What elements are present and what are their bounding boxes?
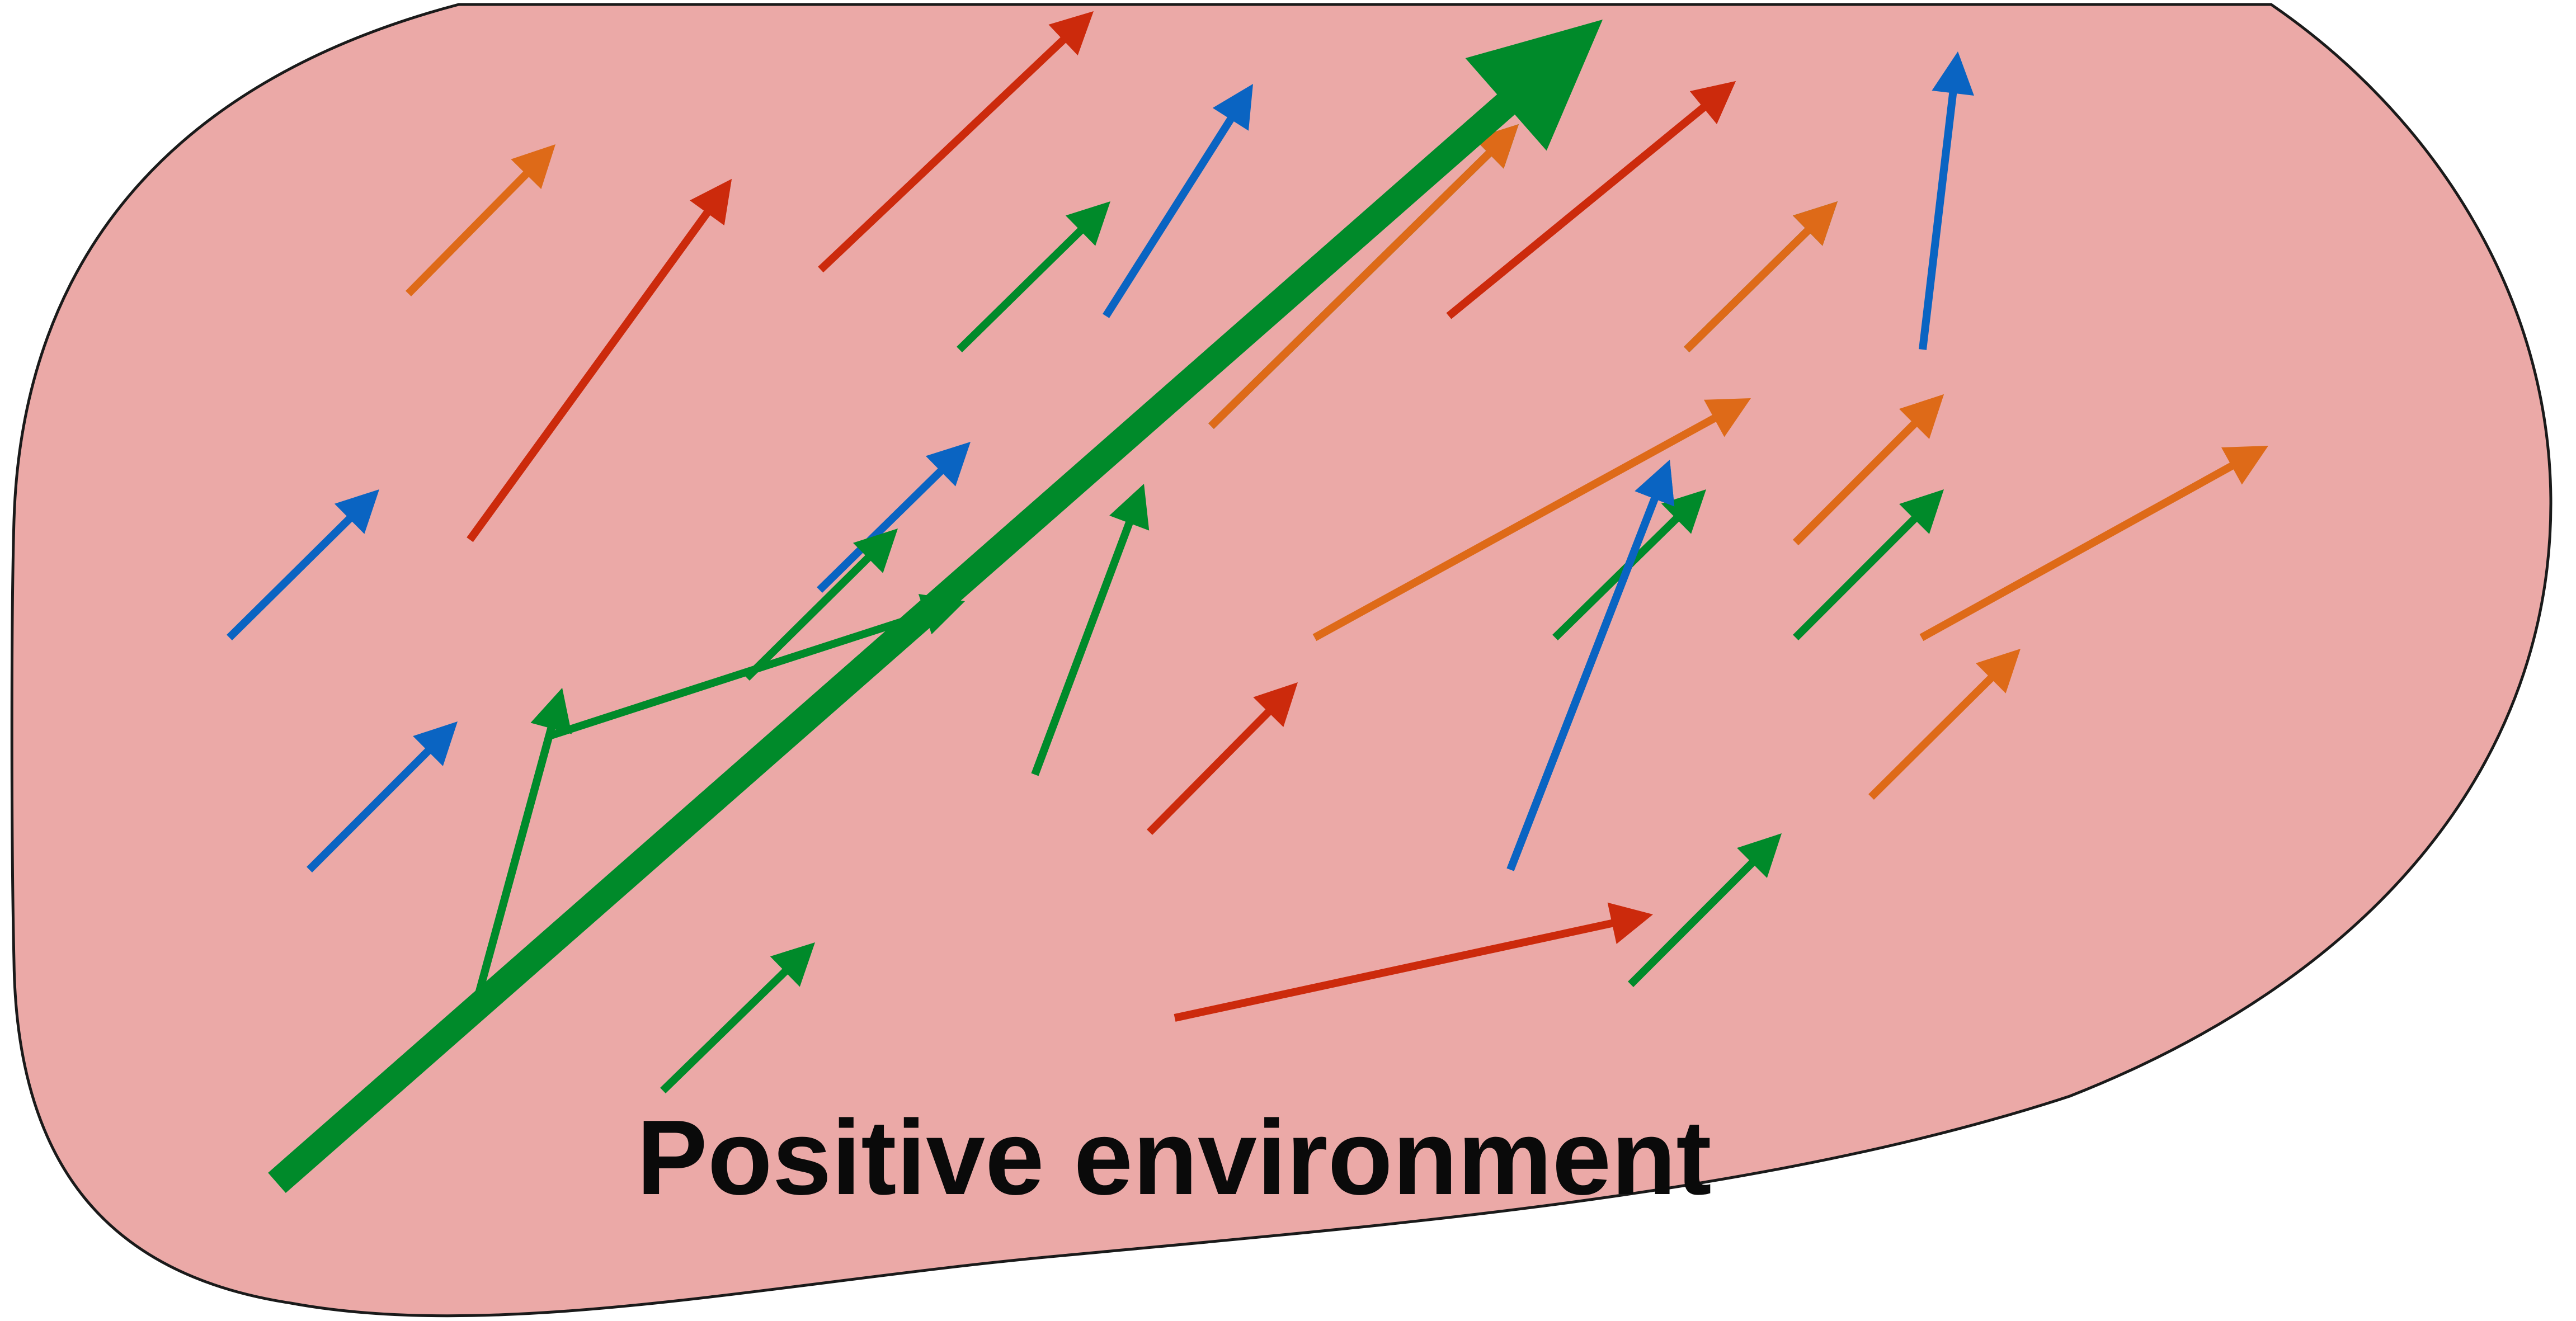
arrow-head	[2221, 446, 2268, 485]
arrow-shaft	[1919, 461, 2237, 641]
arrow-shaft	[744, 553, 873, 681]
arrow-head	[1212, 84, 1253, 131]
arrow	[307, 721, 458, 872]
arrow-shaft	[1031, 518, 1134, 776]
arrow-shaft	[660, 966, 790, 1094]
arrow	[1919, 446, 2268, 641]
arrow-head	[1465, 20, 1603, 151]
arrow-shaft	[1684, 225, 1813, 352]
arrow-shaft	[406, 169, 531, 296]
arrow	[1919, 51, 1974, 350]
arrow-shaft	[818, 35, 1068, 273]
arrow	[817, 442, 971, 593]
arrow	[957, 201, 1110, 352]
arrow-head	[690, 179, 732, 226]
arrow-shaft	[1552, 513, 1682, 640]
arrow-head	[1975, 649, 2021, 693]
arrow-head	[1109, 484, 1150, 531]
arrow-head	[1899, 394, 1944, 439]
arrow-shaft	[1103, 114, 1236, 318]
arrow	[268, 20, 1603, 1193]
arrow-head	[925, 442, 971, 487]
arrow-head	[1737, 833, 1782, 878]
arrow-head	[853, 529, 898, 573]
arrow	[227, 489, 379, 640]
arrow	[406, 144, 555, 296]
arrow	[1868, 649, 2021, 800]
arrow	[1031, 484, 1150, 776]
environment-region	[10, 3, 2553, 1318]
arrow	[1684, 201, 1838, 352]
arrow	[1312, 398, 1751, 641]
arrow-shaft	[817, 466, 946, 593]
arrow-head	[1703, 398, 1751, 437]
arrow	[744, 529, 898, 681]
arrow	[1446, 81, 1736, 319]
arrow	[1103, 84, 1253, 318]
arrow-head	[1689, 81, 1736, 124]
arrow-head	[1899, 489, 1944, 534]
arrow-field	[227, 11, 2268, 1193]
arrow-shaft	[307, 746, 434, 872]
arrow	[467, 179, 732, 542]
arrow	[1628, 833, 1782, 987]
arrow-head	[1048, 11, 1094, 56]
arrow	[818, 11, 1094, 273]
arrow-shaft	[1147, 707, 1274, 835]
arrow-head	[334, 489, 379, 534]
arrow-head	[530, 688, 572, 734]
arrow-shaft	[957, 225, 1086, 352]
caption-label: Positive environment	[637, 1098, 1712, 1217]
arrow-head	[413, 721, 458, 766]
arrow-shaft	[549, 609, 930, 739]
arrow	[1793, 394, 1944, 545]
arrow-shaft	[1628, 857, 1758, 987]
arrow	[1174, 902, 1653, 1022]
arrow-shaft	[227, 513, 355, 640]
arrow-shaft	[1446, 102, 1709, 319]
arrow-shaft	[467, 207, 713, 542]
arrow-shaft	[268, 92, 1518, 1193]
arrow-shaft	[1919, 89, 1957, 350]
arrow-shaft	[1208, 148, 1494, 429]
arrow-head	[1253, 682, 1298, 728]
arrow	[474, 688, 572, 997]
arrow-head	[1065, 201, 1110, 246]
arrow-shaft	[1868, 673, 1996, 800]
arrow-shaft	[1793, 418, 1920, 545]
arrow-shaft	[1793, 513, 1920, 640]
arrow-head	[770, 942, 815, 987]
arrow-shaft	[474, 724, 556, 997]
arrow	[660, 942, 815, 1094]
arrow-shaft	[1506, 494, 1660, 871]
arrow-head	[1607, 902, 1653, 945]
arrow	[1147, 682, 1298, 835]
arrow-shaft	[1312, 413, 1719, 641]
arrow-head	[1792, 201, 1838, 246]
arrow-head	[1932, 51, 1974, 96]
arrow-head	[511, 144, 555, 190]
arrow-shaft	[1174, 918, 1617, 1022]
arrow-head	[1635, 460, 1675, 507]
arrow	[1793, 489, 1944, 640]
arrow	[1506, 460, 1675, 871]
